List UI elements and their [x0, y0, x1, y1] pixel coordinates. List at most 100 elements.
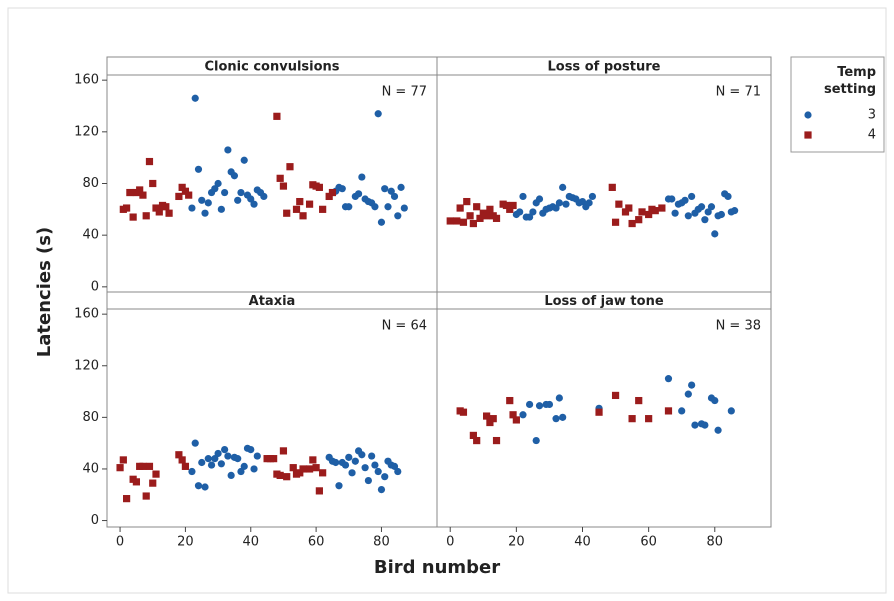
legend-title: Temp setting	[824, 65, 876, 97]
point	[139, 462, 147, 470]
point	[529, 208, 537, 216]
point	[247, 446, 255, 454]
point	[615, 200, 623, 208]
point	[371, 461, 379, 469]
point	[535, 195, 544, 203]
point	[191, 94, 199, 102]
point	[476, 214, 484, 222]
point	[351, 457, 359, 465]
point	[142, 492, 150, 500]
point	[162, 203, 170, 211]
point	[625, 204, 633, 212]
point	[509, 411, 517, 419]
y-tick-label: 80	[82, 176, 99, 191]
point	[191, 439, 199, 447]
point	[207, 461, 216, 469]
point	[279, 447, 288, 455]
point	[707, 203, 716, 211]
x-tick-label: 60	[640, 535, 657, 550]
point	[136, 186, 144, 194]
annotation: N = 71	[716, 85, 761, 100]
point	[354, 190, 363, 198]
point	[188, 467, 196, 476]
point	[621, 208, 630, 216]
point	[377, 218, 386, 226]
point	[234, 455, 242, 463]
point	[273, 112, 281, 120]
point	[453, 217, 461, 225]
point	[152, 204, 160, 212]
y-tick-label: 120	[74, 358, 99, 373]
point	[234, 196, 242, 204]
point	[492, 436, 501, 445]
point	[628, 219, 636, 228]
point	[400, 204, 408, 212]
y-tick-label: 0	[91, 279, 99, 294]
point	[384, 203, 392, 211]
panel-title: Loss of jaw tone	[544, 294, 663, 309]
panel-title: Ataxia	[249, 294, 296, 309]
point	[446, 217, 454, 225]
point	[276, 174, 284, 182]
point	[704, 208, 712, 216]
point	[198, 458, 206, 467]
point	[394, 467, 402, 476]
point	[368, 452, 376, 460]
point	[341, 461, 350, 469]
point	[390, 462, 399, 470]
annotation: N = 38	[716, 319, 761, 334]
point	[224, 146, 232, 154]
point	[681, 196, 689, 204]
point	[387, 187, 395, 195]
x-tick-label: 20	[508, 535, 525, 550]
point	[178, 183, 186, 191]
panel-title: Clonic convulsions	[204, 60, 339, 75]
point	[611, 218, 620, 226]
point	[315, 183, 323, 191]
point	[628, 415, 636, 423]
point	[397, 183, 405, 191]
point	[289, 464, 297, 472]
point	[328, 188, 337, 197]
point	[221, 188, 229, 197]
point	[635, 216, 643, 224]
point	[489, 415, 497, 423]
point	[299, 465, 307, 473]
point	[319, 205, 327, 213]
point	[486, 205, 494, 213]
point	[230, 172, 239, 180]
point	[525, 213, 534, 221]
point	[492, 214, 501, 222]
x-tick-label: 40	[242, 535, 259, 550]
point	[214, 179, 222, 188]
point	[701, 216, 709, 224]
point	[688, 192, 696, 201]
point	[519, 192, 527, 201]
point	[664, 375, 673, 383]
point	[456, 204, 464, 212]
point	[469, 219, 477, 228]
point	[506, 205, 514, 213]
point	[658, 204, 666, 212]
point	[717, 210, 725, 219]
point	[204, 199, 212, 207]
point	[516, 208, 524, 216]
point	[585, 199, 593, 207]
point	[194, 165, 203, 173]
point	[214, 449, 222, 458]
point	[358, 173, 366, 181]
legend-marker	[804, 111, 812, 119]
point	[711, 396, 719, 405]
point	[361, 464, 369, 472]
point	[371, 203, 379, 211]
point	[296, 469, 304, 477]
point	[545, 400, 554, 409]
point	[532, 436, 540, 445]
point	[394, 212, 402, 220]
point	[684, 390, 692, 398]
panel	[436, 291, 772, 528]
y-tick-label: 120	[74, 124, 99, 139]
point	[123, 204, 131, 212]
point	[142, 212, 150, 220]
